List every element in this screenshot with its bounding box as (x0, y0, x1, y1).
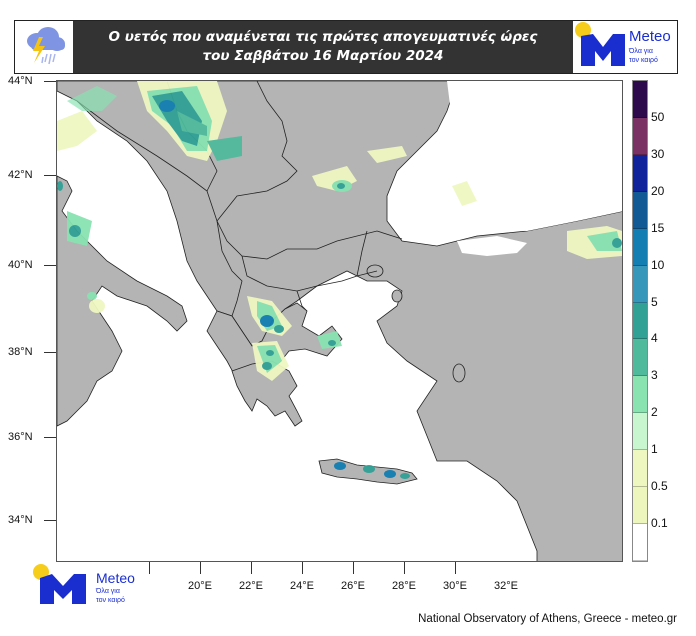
colorbar-legend (632, 80, 648, 562)
colorbar-label: 10 (651, 257, 665, 272)
colorbar-label: 20 (651, 183, 665, 198)
title-line-2: του Σαββάτου 16 Μαρτίου 2024 (202, 48, 444, 64)
lon-label: 20°E (188, 580, 212, 592)
lat-label: 34°N (8, 514, 33, 526)
colorbar-segment (633, 154, 647, 192)
meteo-logo-footer: Meteo Όλα για τον καιρό (30, 562, 150, 610)
colorbar-label: 15 (651, 220, 665, 235)
title-line-1: Ο υετός που αναμένεται τις πρώτες απογευ… (108, 29, 538, 45)
colorbar-label: 2 (651, 405, 658, 420)
lat-label: 36°N (8, 431, 33, 443)
lat-tick (44, 265, 56, 266)
colorbar-segment (633, 450, 647, 488)
colorbar-segment (633, 487, 647, 525)
colorbar-segment (633, 117, 647, 155)
footer-logo-tagline-2: τον καιρό (96, 597, 125, 604)
lat-tick (44, 520, 56, 521)
lon-tick (353, 562, 354, 574)
lon-tick (200, 562, 201, 574)
lon-tick (404, 562, 405, 574)
meteo-logo: Meteo Όλα για τον καιρό (573, 21, 677, 73)
lon-label: 28°E (392, 580, 416, 592)
colorbar-segment (633, 265, 647, 303)
colorbar-label: 50 (651, 109, 665, 124)
colorbar-label: 30 (651, 146, 665, 161)
logo-name: Meteo (629, 28, 671, 45)
lon-label: 30°E (443, 580, 467, 592)
colorbar-segment (633, 413, 647, 451)
logo-tagline-2: τον καιρό (629, 57, 658, 64)
lat-label: 44°N (8, 75, 33, 87)
colorbar-segment (633, 376, 647, 414)
footer-credit: National Observatory of Athens, Greece -… (418, 613, 677, 625)
lat-label: 38°N (8, 346, 33, 358)
map-canvas (57, 81, 622, 561)
lat-label: 40°N (8, 259, 33, 271)
lat-tick (44, 81, 56, 82)
colorbar-segment (633, 302, 647, 340)
colorbar-segment (633, 228, 647, 266)
footer-logo-tagline-1: Όλα για (96, 588, 120, 595)
lat-tick (44, 175, 56, 176)
lon-tick (149, 562, 150, 574)
colorbar-label: 5 (651, 294, 658, 309)
lon-label: 26°E (341, 580, 365, 592)
colorbar-label: 3 (651, 368, 658, 383)
footer-logo-name: Meteo (96, 570, 135, 586)
lon-tick (302, 562, 303, 574)
colorbar-segment (633, 524, 647, 561)
lat-tick (44, 352, 56, 353)
rain-thunder-cloud-icon (15, 21, 73, 73)
lon-tick (455, 562, 456, 574)
colorbar-label: 0.5 (651, 479, 668, 494)
lat-tick (44, 437, 56, 438)
colorbar-label: 0.1 (651, 516, 668, 531)
colorbar-segment (633, 81, 647, 118)
colorbar-segment (633, 191, 647, 229)
colorbar-segment (633, 339, 647, 377)
lon-label: 22°E (239, 580, 263, 592)
precipitation-map (56, 80, 623, 562)
colorbar-label: 4 (651, 331, 658, 346)
logo-tagline-1: Όλα για (629, 48, 653, 55)
lon-label: 32°E (494, 580, 518, 592)
colorbar-label: 1 (651, 442, 658, 457)
lon-tick (251, 562, 252, 574)
page-title: Ο υετός που αναμένεται τις πρώτες απογευ… (73, 21, 573, 73)
lat-label: 42°N (8, 169, 33, 181)
lon-label: 24°E (290, 580, 314, 592)
header-banner: Ο υετός που αναμένεται τις πρώτες απογευ… (14, 20, 678, 74)
